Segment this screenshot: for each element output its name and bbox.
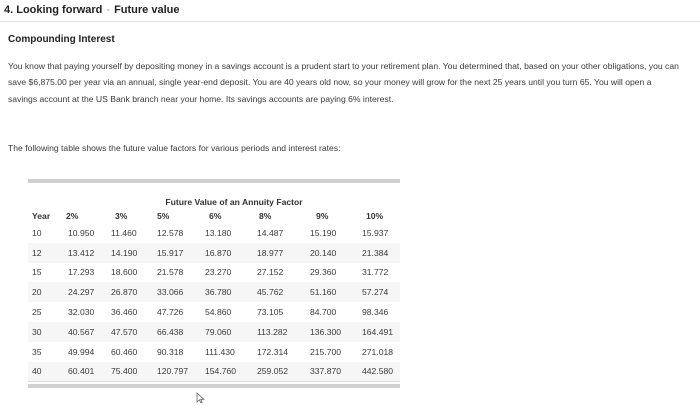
factor-cell: 172.314 <box>251 341 302 362</box>
factor-cell: 14.487 <box>251 223 302 243</box>
factor-cell: 15.190 <box>302 223 352 243</box>
table-row: 35 49.994 60.460 90.318 111.430 172.314 215.70… <box>28 341 400 362</box>
factor-cell: 36.460 <box>111 302 153 322</box>
factor-cell: 31.772 <box>352 262 400 283</box>
mouse-pointer-icon <box>196 392 205 404</box>
title-separator: - <box>106 4 111 16</box>
table-row: 20 24.297 26.870 33.066 36.780 45.762 51.160 57… <box>28 282 400 303</box>
factor-cell: 66.438 <box>153 321 201 342</box>
factor-cell: 259.052 <box>251 361 302 382</box>
factor-cell: 57.274 <box>352 282 400 303</box>
table-top-rule <box>28 179 400 183</box>
header-cell: 3% <box>115 211 128 221</box>
factor-cell: 60.401 <box>66 361 111 382</box>
factor-cell: 24.297 <box>66 282 111 303</box>
table-intro: The following table shows the future val… <box>8 143 341 153</box>
table-row: 15 17.293 18.600 21.578 23.270 27.152 29.360 31… <box>28 262 400 283</box>
header-cell: 6% <box>209 211 222 221</box>
year-cell: 25 <box>28 302 66 322</box>
header-cell: 10% <box>366 211 384 221</box>
factor-cell: 21.578 <box>153 262 201 283</box>
factor-cell: 154.760 <box>201 361 251 382</box>
table-row: 12 13.412 14.190 15.917 16.870 18.977 20.140 21… <box>28 242 400 263</box>
page-title-main: 4. Looking forward <box>4 4 103 16</box>
factor-cell: 18.977 <box>251 242 302 263</box>
header-cell: 8% <box>259 211 272 221</box>
factor-cell: 47.726 <box>153 302 201 322</box>
factor-cell: 442.580 <box>352 361 400 382</box>
header-cell: 2% <box>66 211 79 221</box>
page-title-subtitle: Future value <box>114 4 180 16</box>
page-title: 4. Looking forward - Future value <box>0 0 700 22</box>
table-row: 25 32.030 36.460 47.726 54.860 73.105 84.700 98… <box>28 302 400 322</box>
factor-cell: 23.270 <box>201 262 251 283</box>
factor-cell: 13.412 <box>66 242 111 263</box>
factor-cell: 40.567 <box>66 321 111 342</box>
year-cell: 15 <box>28 262 66 283</box>
factor-cell: 73.105 <box>251 302 302 322</box>
factor-cell: 120.797 <box>153 361 201 382</box>
header-cell: 5% <box>157 211 170 221</box>
factor-cell: 51.160 <box>302 282 352 303</box>
table-bottom-thin-rule <box>28 381 400 383</box>
factor-cell: 60.460 <box>111 341 153 362</box>
factor-cell: 45.762 <box>251 282 302 303</box>
table-row: 10 10.950 11.460 12.578 13.180 14.487 15.190 15… <box>28 223 400 243</box>
factor-cell: 271.018 <box>352 341 400 362</box>
year-cell: 10 <box>28 223 66 243</box>
header-cell: 9% <box>316 211 329 221</box>
section-heading: Compounding Interest <box>8 34 115 45</box>
factor-cell: 26.870 <box>111 282 153 303</box>
problem-text: You know that paying yourself by deposit… <box>8 61 679 104</box>
year-cell: 35 <box>28 341 66 362</box>
factor-cell: 13.180 <box>201 223 251 243</box>
factor-cell: 18.600 <box>111 262 153 283</box>
factor-cell: 12.578 <box>153 223 201 243</box>
factor-cell: 47.570 <box>111 321 153 342</box>
year-cell: 12 <box>28 242 66 263</box>
factor-cell: 136.300 <box>302 321 352 342</box>
factor-cell: 215.700 <box>302 341 352 362</box>
factor-cell: 14.190 <box>111 242 153 263</box>
factor-cell: 164.491 <box>352 321 400 342</box>
annuity-factor-table-block: Future Value of an Annuity Factor Year 2… <box>28 179 400 389</box>
table-row: 30 40.567 47.570 66.438 79.060 113.282 136.300… <box>28 321 400 342</box>
factor-cell: 11.460 <box>111 223 153 243</box>
factor-cell: 84.700 <box>302 302 352 322</box>
factor-cell: 337.870 <box>302 361 352 382</box>
factor-cell: 98.346 <box>352 302 400 322</box>
factor-cell: 20.140 <box>302 242 352 263</box>
factor-cell: 49.994 <box>66 341 111 362</box>
year-cell: 20 <box>28 282 66 303</box>
factor-cell: 17.293 <box>66 262 111 283</box>
factor-cell: 15.917 <box>153 242 201 263</box>
table-bottom-rule <box>28 384 400 389</box>
factor-cell: 36.780 <box>201 282 251 303</box>
factor-cell: 27.152 <box>251 262 302 283</box>
year-cell: 40 <box>28 361 66 382</box>
table-header-row: Year 2% 3% 5% 6% 8% 9% 10% <box>28 209 400 223</box>
factor-cell: 75.400 <box>111 361 153 382</box>
factor-cell: 54.860 <box>201 302 251 322</box>
factor-cell: 29.360 <box>302 262 352 283</box>
factor-cell: 90.318 <box>153 341 201 362</box>
annuity-factor-table: Year 2% 3% 5% 6% 8% 9% 10% 10 10.950 11.46… <box>28 209 400 382</box>
factor-cell: 21.384 <box>352 242 400 263</box>
factor-cell: 10.950 <box>66 223 111 243</box>
table-body: 10 10.950 11.460 12.578 13.180 14.487 15.190 15… <box>28 223 400 382</box>
year-cell: 30 <box>28 321 66 342</box>
factor-cell: 111.430 <box>201 341 251 362</box>
factor-cell: 113.282 <box>251 321 302 342</box>
factor-cell: 33.066 <box>153 282 201 303</box>
factor-cell: 32.030 <box>66 302 111 322</box>
factor-cell: 15.937 <box>352 223 400 243</box>
table-caption: Future Value of an Annuity Factor <box>165 197 303 207</box>
header-cell: Year <box>32 211 51 221</box>
factor-cell: 79.060 <box>201 321 251 342</box>
factor-cell: 16.870 <box>201 242 251 263</box>
table-row: 40 60.401 75.400 120.797 154.760 259.052 337.8… <box>28 361 400 382</box>
